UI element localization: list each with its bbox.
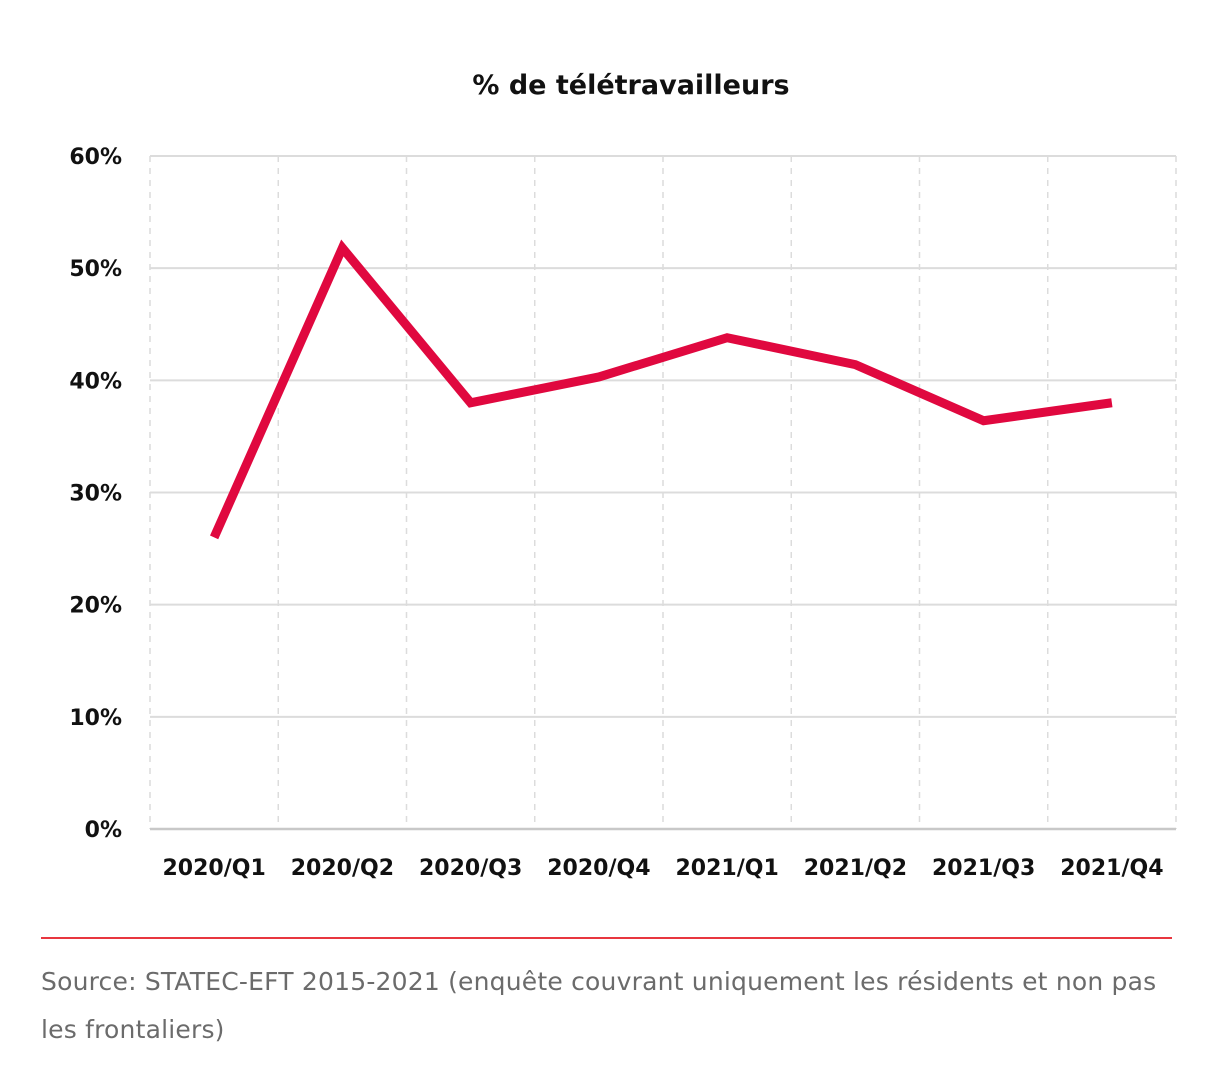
x-tick-label: 2021/Q1 (675, 856, 778, 881)
y-tick-label: 10% (69, 706, 122, 731)
line-chart: % de télétravailleurs 0% 10% 20% 30% 40% 50% 6… (69, 70, 1177, 881)
series-layer (210, 239, 1113, 540)
x-tick-label: 2021/Q2 (804, 856, 907, 881)
grid (149, 155, 1177, 831)
x-tick-label: 2021/Q4 (1060, 856, 1163, 881)
x-tick-label: 2020/Q4 (547, 856, 650, 881)
y-tick-label: 20% (69, 594, 122, 619)
source-divider (41, 937, 1172, 939)
x-tick-label: 2020/Q1 (162, 856, 265, 881)
y-tick-label: 60% (69, 145, 122, 170)
source-note: Source: STATEC-EFT 2015-2021 (enquête co… (41, 967, 1157, 1044)
series-line (210, 239, 1113, 540)
y-axis-ticks: 0% 10% 20% 30% 40% 50% 60% (69, 145, 122, 843)
y-tick-label: 30% (69, 482, 122, 507)
x-tick-label: 2020/Q2 (291, 856, 394, 881)
y-tick-label: 0% (85, 818, 122, 843)
y-tick-label: 50% (69, 257, 122, 282)
y-tick-label: 40% (69, 369, 122, 394)
x-tick-label: 2020/Q3 (419, 856, 522, 881)
x-axis-ticks: 2020/Q1 2020/Q2 2020/Q3 2020/Q4 2021/Q1 2021/… (162, 856, 1163, 881)
chart-title: % de télétravailleurs (472, 70, 789, 101)
x-tick-label: 2021/Q3 (932, 856, 1035, 881)
